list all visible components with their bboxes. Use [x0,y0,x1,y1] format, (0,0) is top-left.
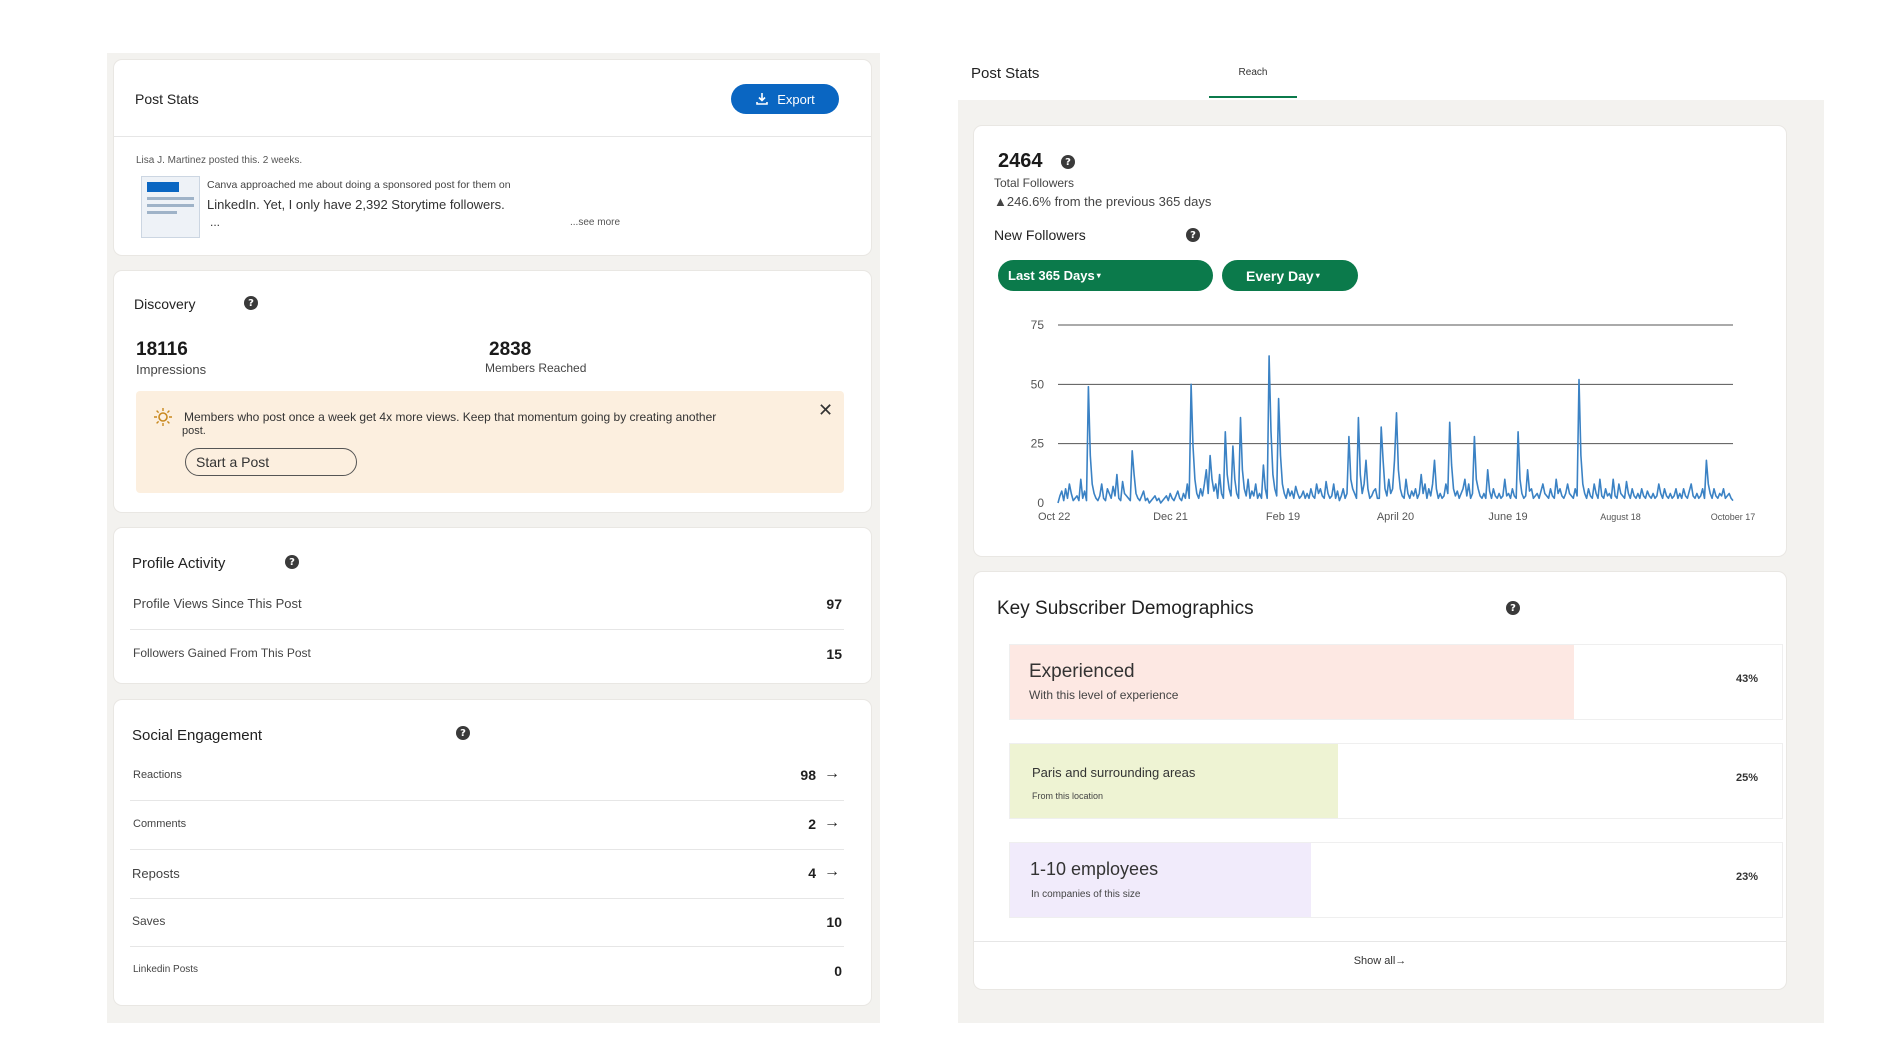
post-excerpt-more: ... [210,215,221,229]
post-stats-title: Post Stats [135,91,199,107]
total-followers-label: Total Followers [994,176,1075,190]
arrow-right-icon[interactable]: → [824,863,840,880]
linkedin-posts-value: 0 [834,963,842,979]
help-icon[interactable]: ? [1061,155,1075,169]
x-tick-label: August 18 [1600,512,1641,522]
profile-views-value: 97 [826,596,842,612]
start-post-button[interactable]: Start a Post [185,448,357,476]
right-page-title: Post Stats [971,65,1040,82]
x-tick-label: Dec 21 [1153,511,1188,523]
y-tick-label: 50 [1031,377,1045,391]
linkedin-posts-label: Linkedin Posts [133,964,199,975]
profile-views-label: Profile Views Since This Post [133,596,302,611]
demographic-percent: 43% [1735,673,1758,685]
export-label: Export [777,91,815,107]
demographic-subtitle: From this location [1032,791,1104,801]
impressions-value: 18116 [136,339,188,360]
series-line [1057,355,1734,504]
social-engagement-card [114,700,871,1005]
tip-banner [136,391,844,493]
demographic-percent: 25% [1735,772,1758,784]
help-icon[interactable]: ? [285,555,299,569]
row-divider [130,849,844,850]
profile-activity-title: Profile Activity [132,555,226,572]
post-excerpt-line2: LinkedIn. Yet, I only have 2,392 Storyti… [207,197,505,212]
x-tick-label: Oct 22 [1038,511,1070,523]
see-more-link[interactable]: ...see more [570,217,621,228]
members-reached-value: 2838 [489,339,532,360]
x-tick-label: June 19 [1488,511,1527,523]
tip-text: Members who post once a week get 4x more… [184,410,717,424]
demographic-title: Paris and surrounding areas [1032,765,1196,780]
new-followers-chart: 0 25 50 75 Oct 22 Dec 21 Feb 19 April 20 June 19… [1031,318,1756,523]
frequency-dropdown[interactable]: Every Day ▾ [1222,260,1358,291]
followers-change-text: ▲246.6% from the previous 365 days [994,194,1212,209]
demographic-row[interactable]: 1-10 employees In companies of this size… [1010,843,1782,917]
demographic-bar [1010,645,1574,719]
followers-gained-label: Followers Gained From This Post [133,646,311,660]
demographic-row[interactable]: Paris and surrounding areas From this lo… [1010,744,1782,818]
reposts-label: Reposts [132,866,180,881]
saves-value: 10 [826,914,842,930]
social-engagement-title: Social Engagement [132,727,263,744]
download-icon [756,93,769,105]
post-thumbnail[interactable] [141,176,200,238]
dropdown-caret-icon: ▾ [1096,271,1101,280]
demographics-title: Key Subscriber Demographics [997,598,1254,619]
followers-gained-value: 15 [826,646,842,662]
arrow-right-icon[interactable]: → [824,814,840,831]
dropdown-caret-icon: ▾ [1315,271,1320,280]
y-tick-label: 75 [1031,318,1045,332]
total-followers-value: 2464 [998,150,1043,172]
demographic-subtitle: In companies of this size [1031,889,1141,900]
arrow-right-icon[interactable]: → [824,765,840,782]
export-button[interactable]: Export [731,84,839,114]
demographic-percent: 23% [1735,871,1758,883]
tab-reach[interactable]: Reach [1238,67,1268,78]
frequency-dropdown-label: Every Day [1246,267,1314,284]
post-stats-divider [114,136,871,137]
help-icon[interactable]: ? [1506,601,1520,615]
reactions-label: Reactions [133,769,182,781]
saves-label: Saves [132,914,166,928]
post-author-line: Lisa J. Martinez posted this. 2 weeks. [136,155,303,166]
reactions-value: 98 [800,767,816,783]
row-divider [130,800,844,801]
help-icon[interactable]: ? [1186,228,1200,242]
tip-text-continued: post. [182,425,206,437]
lightbulb-icon [154,408,172,426]
y-tick-label: 25 [1031,437,1045,451]
row-divider [130,629,844,630]
row-divider [130,946,844,947]
post-excerpt-line1: Canva approached me about doing a sponso… [207,179,511,191]
profile-activity-card [114,528,871,683]
impressions-label: Impressions [136,362,207,377]
reposts-value: 4 [808,865,816,881]
demographic-title: 1-10 employees [1030,859,1159,879]
comments-value: 2 [808,816,816,832]
demographic-row[interactable]: Experienced With this level of experienc… [1010,645,1782,719]
show-all-link[interactable]: Show all→ [1353,955,1407,967]
y-tick-label: 0 [1037,496,1044,510]
comments-label: Comments [133,818,187,830]
demographic-subtitle: With this level of experience [1029,688,1179,702]
demographic-bar [1010,843,1312,917]
discovery-title: Discovery [134,296,196,312]
help-icon[interactable]: ? [244,296,258,310]
x-tick-label: Feb 19 [1266,511,1300,523]
members-reached-label: Members Reached [485,361,587,375]
new-followers-label: New Followers [994,227,1086,243]
demographic-bar [1010,744,1338,818]
range-dropdown[interactable]: Last 365 Days ▾ [998,260,1213,291]
help-icon[interactable]: ? [456,726,470,740]
card-footer-divider [974,941,1786,942]
thumbnail-logo [147,182,179,192]
range-dropdown-label: Last 365 Days [1008,268,1095,283]
demographic-title: Experienced [1029,661,1135,682]
x-tick-label: October 17 [1711,512,1756,522]
x-tick-label: April 20 [1377,511,1414,523]
tab-active-indicator [1209,96,1297,98]
close-icon[interactable]: ✕ [818,400,834,421]
row-divider [130,898,844,899]
